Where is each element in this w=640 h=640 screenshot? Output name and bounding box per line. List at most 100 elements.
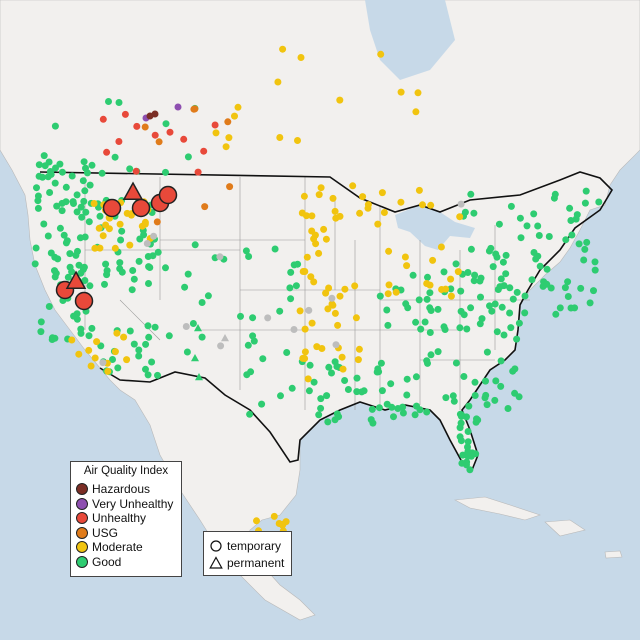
station-marker (37, 318, 45, 326)
station-marker (464, 428, 472, 435)
station-marker (339, 365, 347, 373)
station-marker (467, 304, 475, 312)
station-marker (322, 289, 330, 297)
station-marker (466, 466, 474, 474)
station-marker (437, 243, 445, 251)
station-marker (496, 283, 504, 291)
station-marker (457, 307, 465, 315)
station-marker (561, 284, 569, 292)
station-marker (115, 99, 123, 106)
station-marker (68, 336, 76, 344)
station-marker (287, 295, 295, 303)
station-marker (485, 247, 493, 255)
station-marker (331, 207, 339, 215)
station-marker (99, 232, 107, 240)
station-marker (283, 349, 291, 356)
station-marker (191, 105, 199, 113)
station-marker (581, 245, 589, 253)
station-marker (245, 253, 253, 260)
station-marker (54, 255, 62, 263)
station-marker (98, 169, 106, 177)
station-marker (68, 172, 76, 180)
station-marker (498, 303, 506, 311)
legend-swatch (76, 497, 88, 510)
station-marker (91, 244, 99, 252)
station-marker (276, 134, 284, 141)
station-marker (352, 314, 360, 322)
station-marker (364, 201, 372, 209)
station-marker (521, 292, 529, 300)
gulf-of-california (120, 400, 168, 480)
station-marker (155, 138, 163, 146)
station-marker (288, 384, 296, 392)
station-marker (328, 300, 336, 308)
station-marker (144, 322, 152, 330)
station-marker (328, 369, 335, 377)
station-marker (96, 244, 104, 252)
shape-legend: temporary permanent (203, 531, 292, 576)
station-marker (464, 438, 472, 446)
station-marker (151, 110, 159, 118)
station-marker (591, 258, 599, 266)
aqi-legend: Air Quality Index Hazardous Very Unhealth… (70, 461, 182, 577)
station-marker (582, 187, 590, 195)
station-marker (181, 283, 189, 291)
station-marker (583, 238, 591, 246)
station-marker (577, 284, 585, 292)
station-marker (568, 231, 576, 239)
station-marker (290, 326, 298, 333)
station-marker (341, 285, 349, 293)
station-marker (513, 288, 521, 296)
station-marker (423, 280, 431, 287)
legend-label: Unhealthy (92, 511, 147, 525)
station-marker (483, 401, 491, 409)
station-marker (297, 54, 305, 61)
station-marker (128, 286, 136, 294)
station-marker (95, 224, 103, 232)
station-marker (85, 218, 93, 226)
legend-item-good: Good (76, 555, 121, 569)
station-marker (93, 338, 101, 346)
legend-title: Air Quality Index (83, 465, 169, 477)
station-marker (120, 333, 128, 341)
hudson-bay (365, 0, 455, 80)
station-marker (536, 262, 544, 270)
station-marker (315, 191, 323, 199)
station-marker (377, 359, 385, 367)
station-marker (403, 375, 411, 383)
station-marker (307, 273, 315, 281)
station-marker (586, 299, 594, 307)
station-marker (143, 240, 151, 247)
station-marker (111, 153, 119, 161)
station-marker (86, 181, 94, 189)
station-marker (323, 392, 331, 400)
station-marker (86, 282, 94, 290)
station-marker (136, 235, 144, 243)
station-marker (253, 517, 260, 525)
station-marker (166, 128, 174, 136)
station-marker (135, 346, 143, 354)
station-marker (73, 191, 81, 199)
station-marker (322, 235, 330, 243)
permanent-station-marker (194, 324, 202, 332)
station-marker (56, 224, 64, 232)
station-marker (77, 269, 85, 277)
station-marker (492, 377, 500, 385)
station-marker (383, 400, 391, 408)
station-marker (264, 314, 272, 322)
station-marker (303, 253, 311, 261)
station-marker (58, 199, 66, 207)
station-marker (118, 268, 126, 276)
station-marker (399, 403, 407, 411)
station-marker (426, 304, 434, 312)
permanent-label: permanent (227, 555, 285, 570)
station-marker (66, 250, 74, 258)
station-marker (126, 241, 134, 249)
station-marker (282, 518, 290, 526)
station-marker (64, 273, 72, 281)
station-marker (80, 158, 88, 166)
station-marker (118, 227, 126, 235)
station-marker (308, 319, 316, 327)
station-marker (162, 168, 169, 176)
station-marker (31, 260, 39, 268)
